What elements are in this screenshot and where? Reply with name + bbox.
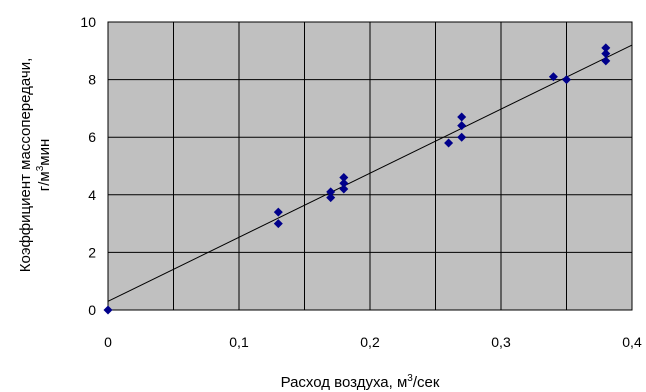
data-point — [444, 138, 454, 148]
data-point — [339, 173, 349, 183]
x-tick-label: 0,2 — [360, 334, 380, 350]
x-tick-label: 0,3 — [491, 334, 511, 350]
data-point — [457, 132, 467, 142]
x-tick-label: 0 — [104, 334, 112, 350]
data-point — [326, 187, 336, 197]
data-point — [273, 219, 283, 229]
x-axis-title: Расход воздуха, м3/сек — [281, 373, 440, 391]
data-point — [601, 49, 611, 59]
data-point — [339, 184, 349, 194]
x-tick-label: 0,1 — [229, 334, 249, 350]
data-point — [273, 207, 283, 217]
x-tick-label: 0,4 — [622, 334, 642, 350]
x-axis-title-text: Расход воздуха, м — [281, 374, 408, 391]
x-tick-labels: 0 0,1 0,2 0,3 0,4 — [104, 334, 642, 350]
data-point — [548, 72, 558, 82]
x-axis-title-suffix: /сек — [413, 374, 440, 391]
data-point — [457, 112, 467, 122]
y-axis-title-line1: Коэффициент массопередачи, — [17, 58, 34, 273]
data-point — [339, 178, 349, 188]
data-point — [562, 75, 571, 85]
y-tick-label: 10 — [80, 14, 96, 30]
data-point — [326, 193, 336, 203]
trendline — [107, 44, 633, 302]
x-axis-title-sup: 3 — [407, 373, 413, 384]
data-point — [457, 121, 467, 131]
y-axis-title: Коэффициент массопередачи, г/м3мин — [17, 58, 53, 273]
data-point — [601, 43, 611, 53]
y-tick-labels: 0 2 4 6 8 10 — [80, 14, 96, 318]
y-tick-label: 4 — [88, 187, 96, 203]
data-points — [103, 43, 611, 315]
y-axis-title-line2: г/м3мин — [35, 139, 53, 192]
y-axis-title-line2-suffix: мин — [36, 139, 53, 166]
y-tick-label: 6 — [88, 129, 96, 145]
data-point — [601, 56, 611, 66]
y-axis-title-line2-text: г/м — [36, 171, 53, 191]
plot-border — [107, 21, 633, 311]
y-axis-title-line2-sup: 3 — [35, 165, 46, 171]
y-tick-label: 0 — [88, 302, 96, 318]
data-point — [103, 305, 113, 315]
y-tick-label: 2 — [88, 244, 96, 260]
y-tick-label: 8 — [88, 72, 96, 88]
